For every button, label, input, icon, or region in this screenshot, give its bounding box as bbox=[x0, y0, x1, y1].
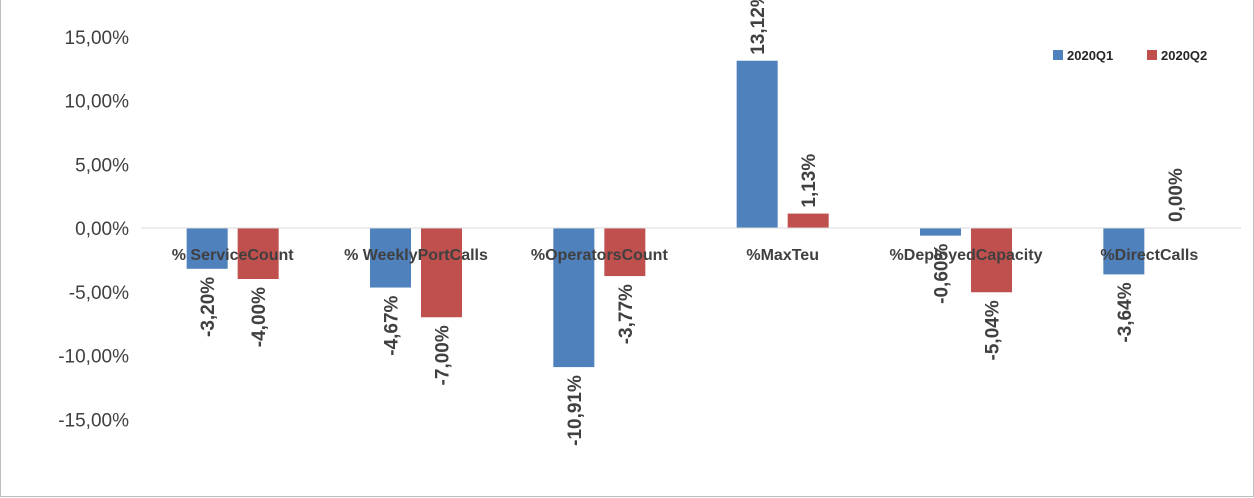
bar-2020Q2 bbox=[237, 228, 279, 279]
y-tick-label: -10,00% bbox=[58, 347, 129, 368]
category-label: % WeeklyPortCalls bbox=[344, 247, 488, 264]
category-label: %DirectCalls bbox=[1100, 247, 1198, 264]
y-tick-label: -15,00% bbox=[58, 410, 129, 431]
data-label-2020Q2: -3,77% bbox=[616, 284, 637, 344]
bar-2020Q1 bbox=[186, 228, 228, 269]
legend-label-2020Q1: 2020Q1 bbox=[1067, 48, 1113, 63]
data-label-2020Q2: 0,00% bbox=[1166, 168, 1187, 222]
legend-swatch-2020Q1 bbox=[1053, 50, 1063, 60]
y-tick-label: 5,00% bbox=[75, 155, 129, 176]
bar-2020Q1 bbox=[370, 228, 411, 288]
y-tick-label: -5,00% bbox=[69, 283, 129, 304]
data-label-2020Q1: -4,67% bbox=[382, 295, 403, 355]
bar-2020Q2 bbox=[787, 213, 829, 228]
bar-2020Q1 bbox=[736, 60, 778, 228]
bar-2020Q2 bbox=[421, 228, 462, 318]
data-label-2020Q1: -3,64% bbox=[1115, 282, 1136, 342]
legend-swatch-2020Q2 bbox=[1147, 50, 1157, 60]
data-labels: -3,20% -4,00% -4,67% -7,00% -10,91% -3,77% 13,… bbox=[198, 0, 1187, 446]
y-tick-label: 15,00% bbox=[65, 28, 130, 49]
bar-2020Q1 bbox=[1103, 228, 1145, 275]
bar-2020Q2 bbox=[971, 228, 1012, 293]
y-tick-label: 0,00% bbox=[75, 219, 129, 240]
legend: 2020Q1 2020Q2 bbox=[1053, 48, 1207, 63]
data-label-2020Q1: -10,91% bbox=[565, 375, 586, 446]
y-tick-label: 10,00% bbox=[65, 92, 130, 113]
data-label-2020Q2: -4,00% bbox=[249, 287, 270, 347]
data-label-2020Q2: -5,04% bbox=[983, 300, 1004, 360]
category-label: % ServiceCount bbox=[172, 247, 294, 264]
data-label-2020Q1: -3,20% bbox=[198, 277, 219, 337]
category-label: %MaxTeu bbox=[746, 247, 819, 264]
bar-2020Q2 bbox=[604, 228, 646, 277]
category-label: %DeployedCapacity bbox=[890, 247, 1043, 264]
data-label-2020Q1: -0,60% bbox=[932, 244, 953, 304]
y-axis: 15,00% 10,00% 5,00% 0,00% -5,00% -10,00% -15,0… bbox=[58, 28, 129, 432]
bar-2020Q1 bbox=[553, 228, 595, 368]
bar-2020Q1 bbox=[920, 228, 961, 236]
category-labels: % ServiceCount % WeeklyPortCalls %Operator… bbox=[172, 247, 1199, 264]
data-label-2020Q2: -7,00% bbox=[433, 325, 454, 385]
data-label-2020Q2: 1,13% bbox=[799, 154, 820, 208]
legend-label-2020Q2: 2020Q2 bbox=[1161, 48, 1207, 63]
data-label-2020Q1: 13,12% bbox=[748, 0, 769, 55]
bars bbox=[186, 60, 1145, 368]
category-label: %OperatorsCount bbox=[531, 247, 669, 264]
